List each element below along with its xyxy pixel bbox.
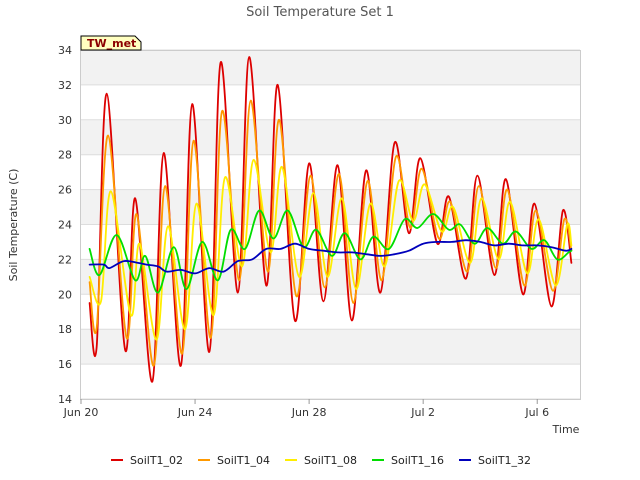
series-lines xyxy=(88,56,573,383)
y-tick-label: 34 xyxy=(58,44,72,57)
legend-label: SoilT1_04 xyxy=(217,454,270,467)
x-ticks: Jun 20 Jun 24 Jun 28 Jul 2 Jul 6 xyxy=(63,399,549,419)
y-tick-label: 18 xyxy=(58,323,72,336)
y-tick-label: 16 xyxy=(58,358,72,371)
grid-band xyxy=(81,119,580,155)
legend-label: SoilT1_16 xyxy=(391,454,444,467)
plot-frame xyxy=(80,50,581,400)
y-tick-label: 20 xyxy=(58,288,72,301)
x-axis-label: Time xyxy=(552,423,580,436)
x-tick-label: Jun 28 xyxy=(291,406,327,419)
legend-label: SoilT1_08 xyxy=(304,454,357,467)
grid-band xyxy=(81,50,580,85)
badge-label: TW_met xyxy=(87,37,136,50)
legend: SoilT1_02 SoilT1_04 SoilT1_08 SoilT1_16 Soil… xyxy=(111,454,531,467)
y-tick-label: 14 xyxy=(58,393,72,406)
y-tick-label: 22 xyxy=(58,253,72,266)
series-line-soilt1-04 xyxy=(88,99,573,367)
grid-band xyxy=(81,154,580,190)
x-tick-label: Jun 24 xyxy=(177,406,213,419)
grid-band xyxy=(81,294,580,330)
x-tick-label: Jul 6 xyxy=(524,406,549,419)
series-line-soilt1-32 xyxy=(88,239,573,275)
grid-band xyxy=(81,364,580,399)
grid-band xyxy=(81,84,580,120)
legend-label: SoilT1_32 xyxy=(478,454,531,467)
badge-shape xyxy=(80,35,142,51)
legend-label: SoilT1_02 xyxy=(130,454,183,467)
chart-title: Soil Temperature Set 1 xyxy=(246,5,394,20)
x-tick-label: Jul 2 xyxy=(410,406,435,419)
x-tick-label: Jun 20 xyxy=(63,406,99,419)
y-tick-label: 28 xyxy=(58,149,72,162)
tw-met-badge: TW_met xyxy=(80,35,142,51)
y-tick-label: 32 xyxy=(58,79,72,92)
y-ticks: 14 16 18 20 22 24 26 28 30 32 34 xyxy=(58,44,72,406)
y-tick-label: 26 xyxy=(58,184,72,197)
y-axis-label: Soil Temperature (C) xyxy=(7,169,20,282)
y-tick-label: 30 xyxy=(58,114,72,127)
y-tick-label: 24 xyxy=(58,219,72,232)
grid-band xyxy=(81,329,580,365)
